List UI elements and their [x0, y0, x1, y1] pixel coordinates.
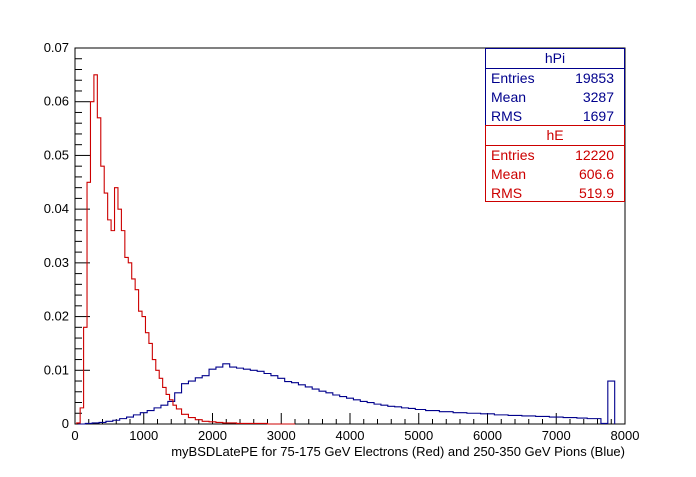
y-tick-label: 0.01 [44, 362, 69, 377]
y-tick-label: 0.05 [44, 147, 69, 162]
stats-label: Mean [491, 166, 527, 182]
x-tick-label: 0 [71, 428, 78, 443]
stats-row-entries-he: Entries 12220 [486, 146, 624, 165]
stats-value: 519.9 [578, 185, 614, 201]
stats-label: RMS [491, 185, 523, 201]
stats-label: Entries [491, 147, 535, 163]
stats-label: Entries [491, 70, 535, 86]
stats-value: 606.6 [578, 166, 614, 182]
y-tick-label: 0.02 [44, 309, 69, 324]
stats-row-mean-he: Mean 606.6 [486, 165, 624, 184]
series-layer [76, 74, 616, 425]
x-tick-label: 8000 [611, 428, 640, 443]
y-tick-label: 0.04 [44, 201, 69, 216]
x-tick-label: 1000 [129, 428, 158, 443]
x-axis-label: myBSDLatePE for 75-175 GeV Electrons (Re… [171, 444, 625, 459]
stats-value: 1697 [582, 108, 614, 124]
stats-value: 19853 [575, 70, 614, 86]
stats-box-hpi: hPi Entries 19853 Mean 3287 RMS 1697 [485, 48, 625, 126]
stats-row-entries-hpi: Entries 19853 [486, 69, 624, 88]
x-tick-label: 4000 [336, 428, 365, 443]
y-tick-label: 0 [62, 416, 69, 431]
x-tick-label: 3000 [267, 428, 296, 443]
x-tick-label: 6000 [473, 428, 502, 443]
series-hpi-histogram [78, 363, 616, 425]
x-axis-ticks: 0 1000 2000 3000 4000 5000 6000 7000 8000 [71, 413, 639, 443]
y-tick-label: 0.07 [44, 40, 69, 55]
stats-label: RMS [491, 108, 523, 124]
stats-row-rms-hpi: RMS 1697 [486, 107, 624, 126]
y-tick-label: 0.06 [44, 94, 69, 109]
stats-row-rms-he: RMS 519.9 [486, 184, 624, 203]
stats-box-he: hE Entries 12220 Mean 606.6 RMS 519.9 [485, 125, 625, 202]
y-axis-ticks: 0 0.01 0.02 0.03 0.04 0.05 0.06 0.07 [44, 40, 90, 431]
x-tick-label: 2000 [198, 428, 227, 443]
x-tick-label: 7000 [542, 428, 571, 443]
stats-title-he: hE [486, 126, 624, 146]
stats-title-hpi: hPi [486, 49, 624, 69]
series-he-histogram [76, 74, 295, 425]
stats-row-mean-hpi: Mean 3287 [486, 88, 624, 107]
x-tick-label: 5000 [404, 428, 433, 443]
stats-value: 12220 [575, 147, 614, 163]
stats-value: 3287 [582, 89, 614, 105]
stats-label: Mean [491, 89, 527, 105]
y-tick-label: 0.03 [44, 255, 69, 270]
